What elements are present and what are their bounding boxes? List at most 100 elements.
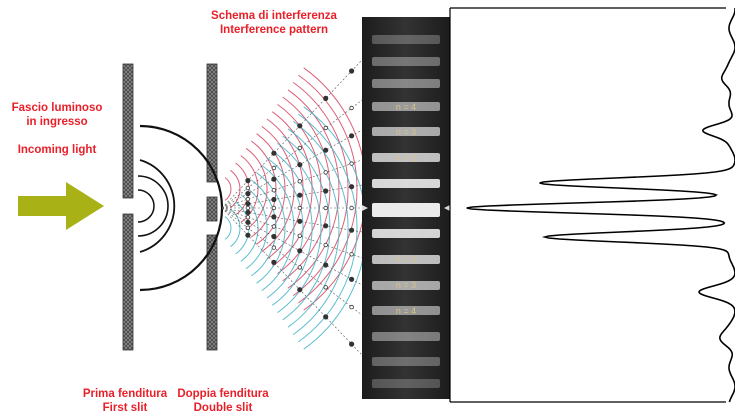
- first-slit-label: Prima fenditura First slit: [70, 387, 180, 415]
- wave-arc: [266, 157, 304, 299]
- fringe-band: [372, 102, 440, 111]
- interference-node: [348, 227, 355, 233]
- incoming-light-label-en: Incoming light: [17, 144, 97, 156]
- fringe-order-label: n = 3: [396, 127, 416, 137]
- wave-arc: [245, 186, 268, 270]
- interference-node: [349, 161, 354, 166]
- wavefronts: [137, 124, 224, 292]
- fringe-order-label: n = 3: [396, 280, 416, 290]
- fringe-band: [372, 379, 440, 388]
- interference-node: [323, 125, 328, 131]
- wave-arc: [224, 216, 232, 240]
- wave-arc: [282, 135, 331, 321]
- interference-node: [297, 145, 302, 151]
- interference-node: [348, 184, 355, 190]
- interference-node: [349, 304, 354, 310]
- wave-arc: [282, 96, 331, 282]
- interference-node: [297, 248, 303, 254]
- wave-arc: [245, 147, 268, 231]
- wave-arc: [251, 140, 277, 238]
- wave-arc: [251, 179, 277, 277]
- wave-arc: [292, 120, 349, 336]
- interference-pattern-it: Schema di interferenza: [211, 10, 337, 22]
- fringe-band: [372, 153, 440, 162]
- interference-node: [297, 233, 302, 238]
- fringe-band: [372, 357, 440, 366]
- first-slit: [122, 63, 134, 351]
- detection-screen: [362, 17, 450, 399]
- interference-node: [245, 232, 251, 238]
- fringe-band: [372, 332, 440, 341]
- interference-node: [297, 179, 302, 184]
- interference-node: [271, 245, 277, 250]
- interference-node: [245, 201, 251, 207]
- interference-node: [297, 123, 303, 129]
- interference-node: [297, 192, 303, 198]
- interference-node: [271, 150, 277, 156]
- wave-arc: [287, 128, 340, 328]
- fan-line: [221, 99, 363, 209]
- fringe-band: [372, 306, 440, 315]
- interference-node: [245, 225, 251, 230]
- double-slit-en: Double slit: [193, 402, 253, 414]
- wave-arc: [230, 208, 241, 248]
- interference-node: [297, 218, 303, 224]
- fan-line: [221, 207, 363, 286]
- interference-node: [323, 147, 329, 153]
- wave-arc: [224, 177, 232, 201]
- incoming-light-label-it: Fascio luminoso in ingresso: [2, 101, 112, 129]
- wave-arc: [230, 169, 241, 209]
- first-slit-en: First slit: [102, 402, 148, 414]
- intensity-curve: [466, 7, 735, 403]
- interference-node: [245, 219, 251, 225]
- fan-line: [221, 207, 363, 259]
- fringe-order-label: n = 4: [396, 102, 416, 112]
- interference-node: [323, 262, 329, 268]
- wave-arc: [277, 142, 322, 314]
- fringe-band: [372, 255, 440, 264]
- interference-node: [245, 205, 251, 211]
- interference-waves: [221, 59, 367, 356]
- interference-pattern-en: Interference pattern: [219, 24, 328, 36]
- interference-pattern-label: Schema di interferenza Interference patt…: [200, 9, 348, 37]
- incoming-light-it-line1: Fascio luminoso: [11, 102, 103, 114]
- interference-node: [297, 265, 302, 270]
- interference-node: [323, 95, 329, 102]
- interference-node: [323, 205, 328, 211]
- fringe-order-label: n = 4: [396, 306, 416, 316]
- fringe-band: [372, 203, 440, 217]
- fan-line: [221, 207, 363, 316]
- interference-node: [271, 196, 277, 203]
- interference-node: [245, 178, 251, 184]
- double-slit-it: Doppia fenditura: [177, 388, 269, 400]
- interference-node: [297, 287, 303, 293]
- interference-node: [297, 205, 302, 211]
- incoming-light-it-line2: in ingresso: [26, 116, 88, 128]
- interference-node: [297, 162, 303, 168]
- fan-line: [221, 159, 363, 209]
- interference-node: [323, 223, 329, 229]
- interference-node: [271, 259, 277, 265]
- interference-node: [323, 170, 328, 175]
- interference-node: [349, 105, 354, 111]
- double-slit-label: Doppia fenditura Double slit: [168, 387, 278, 415]
- wave-arc: [256, 133, 286, 245]
- interference-node: [348, 341, 355, 347]
- fan-line: [221, 129, 363, 209]
- interference-node: [245, 196, 251, 202]
- first-slit-it: Prima fenditura: [82, 388, 168, 400]
- wave-arc: [292, 81, 349, 297]
- fringe-band: [372, 179, 440, 188]
- fan-line: [221, 59, 363, 209]
- incoming-light-arrow: [18, 182, 104, 230]
- wave-arc: [272, 150, 313, 306]
- interference-node: [245, 215, 251, 220]
- interference-node: [271, 187, 277, 193]
- interference-node: [323, 314, 329, 320]
- interference-node: [348, 133, 355, 139]
- wave-arc: [287, 89, 340, 289]
- wave-arc: [256, 172, 286, 284]
- interference-node: [349, 205, 354, 211]
- interference-node: [323, 285, 328, 290]
